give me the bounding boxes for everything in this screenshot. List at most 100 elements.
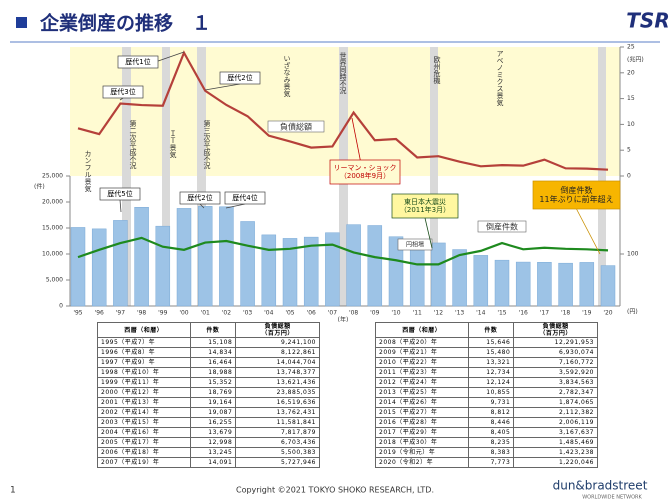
copyright: Copyright ©2021 TOKYO SHOKO RESEARCH, LT… — [236, 486, 434, 495]
bar — [240, 221, 255, 307]
table-cell: 8,405 — [467, 427, 515, 438]
table-row: 2018（平成30）年 8,235 1,485,469 — [375, 437, 598, 448]
table-cell: 15,480 — [467, 347, 515, 358]
table-cell: 13,621,436 — [235, 377, 320, 388]
table-row: 2017（平成29）年 8,405 3,167,637 — [375, 427, 598, 438]
callout-text: （2011年3月） — [400, 205, 450, 214]
table-left: 西暦（和暦） 件数 負債総額 （百万円） 1995（平成7）年 15,108 9,241,1… — [97, 322, 320, 468]
callout-text: 東日本大震災 — [404, 197, 446, 206]
callout-arrow — [424, 217, 433, 249]
callout-text: 歴代3位 — [110, 87, 135, 96]
table-cell: 7,773 — [467, 457, 515, 468]
y-axis-label: (件) — [34, 183, 45, 191]
table-cell: 2013（平成25）年 — [375, 387, 469, 398]
table-cell: 6,930,074 — [513, 347, 598, 358]
bar — [452, 249, 467, 307]
header-line: 負債総額 — [542, 323, 569, 330]
bar — [579, 262, 595, 307]
table-cell: 15,108 — [189, 337, 237, 348]
table-row: 2020（令和2）年 7,773 1,220,046 — [375, 457, 598, 468]
table-row: 1999（平成11）年 15,352 13,621,436 — [97, 377, 320, 388]
table-row: 2014（平成26）年 9,731 1,874,065 — [375, 397, 598, 408]
table-cell: 2003（平成15）年 — [97, 417, 191, 428]
table-cell: 13,321 — [467, 357, 515, 368]
y2-tick-label: 0 — [627, 173, 631, 180]
table-cell: 8,122,861 — [235, 347, 320, 358]
table-row: 1998（平成10）年 18,988 13,748,377 — [97, 367, 320, 378]
y2-tick-label: 20 — [627, 69, 635, 76]
table-cell: 23,885,035 — [235, 387, 320, 398]
table-cell: 8,446 — [467, 417, 515, 428]
callout-box — [99, 187, 141, 201]
x-tick-label: '08 — [349, 310, 358, 317]
x-tick-label: '97 — [116, 310, 125, 317]
table-cell: 13,245 — [189, 447, 237, 458]
legend-label: 倒産件数 — [486, 222, 518, 232]
bar — [303, 236, 319, 307]
header-line: 負債総額 — [264, 323, 291, 330]
table-cell: 13,762,431 — [235, 407, 320, 418]
bar — [367, 225, 383, 307]
y3-tick-label: 100 — [627, 251, 639, 258]
y-tick-label: 10,000 — [42, 251, 63, 258]
table-cell: 3,834,563 — [513, 377, 598, 388]
table-cell: 件数 — [189, 322, 237, 338]
bar — [261, 234, 277, 307]
table-cell: 1996（平成8）年 — [97, 347, 191, 358]
table-row: 2005（平成17）年 12,998 6,703,436 — [97, 437, 320, 448]
table-row: 西暦（和暦） 件数 負債総額 （百万円） — [97, 322, 320, 338]
x-tick-label: '10 — [391, 310, 400, 317]
x-tick-label: '99 — [158, 310, 167, 317]
table-row: 2007（平成19）年 14,091 5,727,946 — [97, 457, 320, 468]
table-cell: 19,087 — [189, 407, 237, 418]
logo: TSR — [626, 9, 669, 33]
x-tick-label: '19 — [582, 310, 591, 317]
table-cell: 西暦（和暦） — [97, 322, 191, 338]
x-tick-label: '16 — [519, 310, 528, 317]
bar — [431, 242, 446, 307]
legend-box — [397, 238, 433, 251]
table-cell: 14,091 — [189, 457, 237, 468]
brand: dun&bradstreet — [553, 479, 648, 493]
table-cell: 1,485,469 — [513, 437, 598, 448]
table-cell: 2007（平成19）年 — [97, 457, 191, 468]
table-cell: 2018（平成30）年 — [375, 437, 469, 448]
table-cell: 5,500,383 — [235, 447, 320, 458]
x-tick-label: '00 — [179, 310, 188, 317]
table-cell: 負債総額 （百万円） — [235, 322, 320, 338]
callout-arrow — [225, 203, 246, 209]
table-cell: 1,220,046 — [513, 457, 598, 468]
table-cell: 10,855 — [467, 387, 515, 398]
table-cell: 西暦（和暦） — [375, 322, 469, 338]
x-tick-label: '20 — [603, 310, 612, 317]
table-row: 2015（平成27）年 8,812 2,112,382 — [375, 407, 598, 418]
table-cell: 19,164 — [189, 397, 237, 408]
period-label: カンフル景気 — [84, 150, 92, 193]
bar — [134, 207, 149, 307]
table-cell: 1998（平成10）年 — [97, 367, 191, 378]
table-row: 2003（平成15）年 16,255 11,581,841 — [97, 417, 320, 428]
callout-text: リーマン・ショック — [334, 164, 397, 172]
table-cell: 2008（平成20）年 — [375, 337, 469, 348]
callout-text: 歴代5位 — [107, 189, 132, 198]
callout-box — [224, 191, 266, 205]
table-row: 2001（平成13）年 19,164 16,519,636 — [97, 397, 320, 408]
callout-box — [391, 193, 459, 219]
table-cell: 負債総額 （百万円） — [513, 322, 598, 338]
slide-title: 企業倒産の推移 １ — [39, 12, 211, 35]
table-cell: 2006（平成18）年 — [97, 447, 191, 458]
x-tick-label: '09 — [370, 310, 379, 317]
table-cell: 12,734 — [467, 367, 515, 378]
bar — [473, 255, 489, 307]
period-label: 第二次平成不況 — [129, 119, 137, 170]
bar — [558, 262, 573, 307]
table-cell: 16,255 — [189, 417, 237, 428]
table-row: 2016（平成28）年 8,446 2,006,119 — [375, 417, 598, 428]
table-cell: 件数 — [467, 322, 515, 338]
table-row: 2000（平成12）年 18,769 23,885,035 — [97, 387, 320, 398]
bar — [91, 228, 107, 307]
table-cell: 12,291,953 — [513, 337, 598, 348]
table-cell: 7,817,879 — [235, 427, 320, 438]
header-line: （百万円） — [261, 330, 294, 337]
period-label: 第三次平成不況 — [203, 119, 211, 170]
